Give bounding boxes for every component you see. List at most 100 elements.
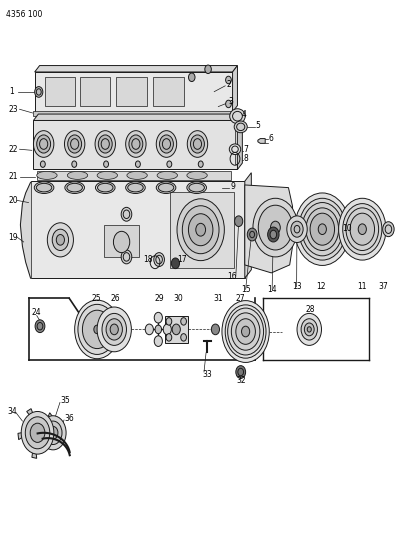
Circle shape [258,205,293,250]
Circle shape [339,198,386,260]
Circle shape [299,198,346,260]
Circle shape [358,224,366,235]
Circle shape [236,366,246,378]
Polygon shape [27,409,38,426]
Text: 26: 26 [111,294,121,303]
Circle shape [350,213,375,245]
Circle shape [75,300,120,359]
Circle shape [343,204,382,255]
Polygon shape [18,431,33,440]
Circle shape [191,135,204,153]
Circle shape [135,161,140,167]
Circle shape [236,319,255,344]
Ellipse shape [65,182,84,193]
Circle shape [35,86,43,97]
Circle shape [225,305,266,358]
Polygon shape [40,438,56,447]
Text: 15: 15 [241,285,251,294]
Circle shape [287,216,307,243]
Circle shape [268,227,279,242]
Circle shape [110,324,118,335]
Bar [31,181,245,278]
Circle shape [104,161,109,167]
Circle shape [253,198,298,257]
Circle shape [102,313,126,345]
Circle shape [171,258,180,269]
Circle shape [205,65,211,74]
Circle shape [302,203,343,256]
Circle shape [35,320,45,333]
Circle shape [301,319,317,340]
Ellipse shape [37,171,57,179]
Ellipse shape [230,109,245,124]
Ellipse shape [127,171,147,179]
Text: 24: 24 [32,309,42,317]
Ellipse shape [98,183,113,192]
Circle shape [40,161,45,167]
Text: 37: 37 [379,282,388,291]
Circle shape [64,131,85,157]
Polygon shape [42,413,53,431]
Text: 27: 27 [235,294,245,303]
Circle shape [44,421,62,445]
Circle shape [33,131,54,157]
Text: 34: 34 [7,407,17,416]
Ellipse shape [128,183,143,192]
Circle shape [154,312,162,323]
Circle shape [172,324,180,335]
Text: 17: 17 [177,255,187,264]
Circle shape [181,318,186,325]
Text: 7: 7 [243,145,248,154]
Circle shape [235,216,243,227]
Circle shape [228,308,264,355]
Text: 10: 10 [342,224,352,232]
Circle shape [145,324,153,335]
Circle shape [113,231,130,253]
Text: 32: 32 [236,376,246,384]
Circle shape [121,250,132,264]
Circle shape [291,221,303,237]
Text: 3: 3 [228,97,233,106]
Circle shape [247,228,257,241]
Text: 11: 11 [357,282,367,291]
Circle shape [383,222,394,237]
Circle shape [226,76,231,84]
Circle shape [167,161,172,167]
Circle shape [37,135,51,153]
Circle shape [129,135,143,153]
Text: 14: 14 [267,285,277,294]
Ellipse shape [34,182,54,193]
Text: 29: 29 [154,294,164,303]
Circle shape [177,199,224,261]
Circle shape [72,161,77,167]
Text: 6: 6 [268,134,273,143]
Circle shape [98,135,112,153]
Circle shape [30,423,45,442]
Circle shape [226,100,231,108]
Text: 9: 9 [231,182,235,191]
Bar [33,111,233,116]
Circle shape [310,213,335,245]
Circle shape [166,318,172,325]
Bar [116,77,147,106]
Circle shape [160,135,173,153]
Text: 36: 36 [64,414,74,423]
Text: 1: 1 [9,87,14,96]
Circle shape [182,206,219,254]
Text: 19: 19 [8,233,18,241]
Circle shape [25,417,50,449]
Circle shape [211,324,220,335]
Circle shape [196,223,206,236]
Circle shape [121,207,132,221]
Text: 23: 23 [9,105,19,114]
Bar [37,171,231,180]
Polygon shape [258,139,265,143]
Circle shape [304,323,314,336]
Polygon shape [245,185,293,273]
Polygon shape [35,66,237,72]
Circle shape [188,73,195,82]
Polygon shape [33,114,242,120]
Circle shape [181,334,186,341]
Text: 31: 31 [213,294,223,303]
Text: 16: 16 [228,272,237,280]
